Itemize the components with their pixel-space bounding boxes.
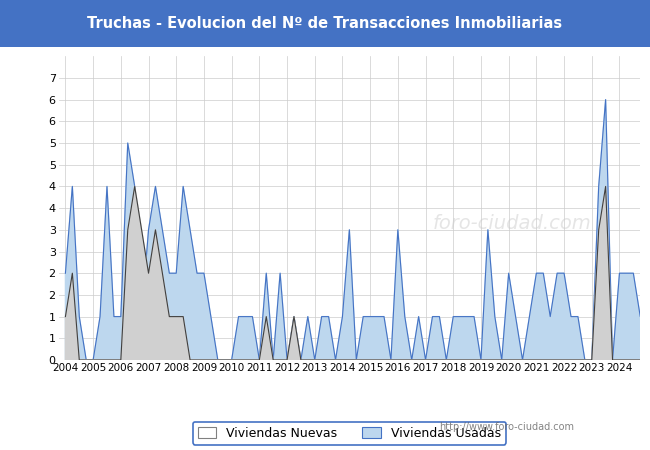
Text: Truchas - Evolucion del Nº de Transacciones Inmobiliarias: Truchas - Evolucion del Nº de Transaccio… bbox=[88, 16, 562, 31]
Text: http://www.foro-ciudad.com: http://www.foro-ciudad.com bbox=[439, 422, 575, 432]
Text: foro-ciudad.com: foro-ciudad.com bbox=[433, 214, 592, 233]
Legend: Viviendas Nuevas, Viviendas Usadas: Viviendas Nuevas, Viviendas Usadas bbox=[192, 422, 506, 445]
